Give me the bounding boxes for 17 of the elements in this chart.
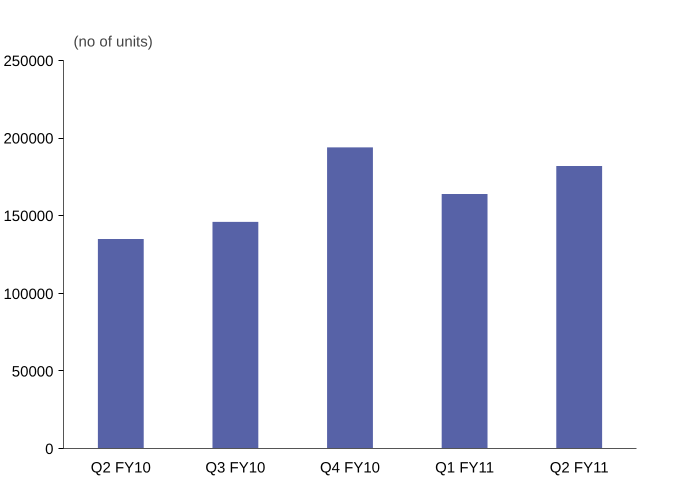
y-tick-label: 100000 bbox=[3, 286, 54, 303]
x-tick-label: Q3 FY10 bbox=[205, 460, 266, 476]
x-tick-label: Q2 FY11 bbox=[550, 460, 609, 476]
y-tick-label: 0 bbox=[45, 441, 54, 458]
bar bbox=[556, 166, 602, 448]
y-tick-label: 50000 bbox=[12, 363, 54, 380]
x-tick-label: Q1 FY11 bbox=[435, 460, 494, 476]
bar bbox=[98, 238, 144, 448]
y-axis-title: (no of units) bbox=[74, 34, 153, 50]
y-tick-label: 200000 bbox=[3, 130, 54, 148]
bar bbox=[327, 147, 373, 448]
y-tick-label: 150000 bbox=[3, 208, 54, 226]
y-tick-label: 250000 bbox=[3, 53, 54, 70]
bar bbox=[442, 194, 488, 448]
bar bbox=[212, 222, 258, 448]
x-tick-label: Q2 FY10 bbox=[90, 460, 151, 476]
x-tick-label: Q4 FY10 bbox=[320, 460, 380, 476]
